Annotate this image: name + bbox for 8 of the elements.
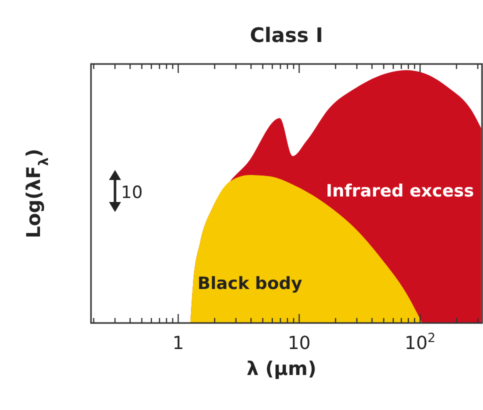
x-tick-label: 10 <box>288 333 311 354</box>
x-tick-label: 10$^{2}$ <box>404 330 436 354</box>
x-tick-label: 1 <box>172 333 184 354</box>
series-label: Infrared excess <box>326 182 474 202</box>
chart-title: Class I <box>250 23 324 47</box>
annotation: 10 <box>121 183 143 203</box>
series-label: Black body <box>198 274 302 294</box>
x-axis-title: λ (μm) <box>246 358 316 380</box>
